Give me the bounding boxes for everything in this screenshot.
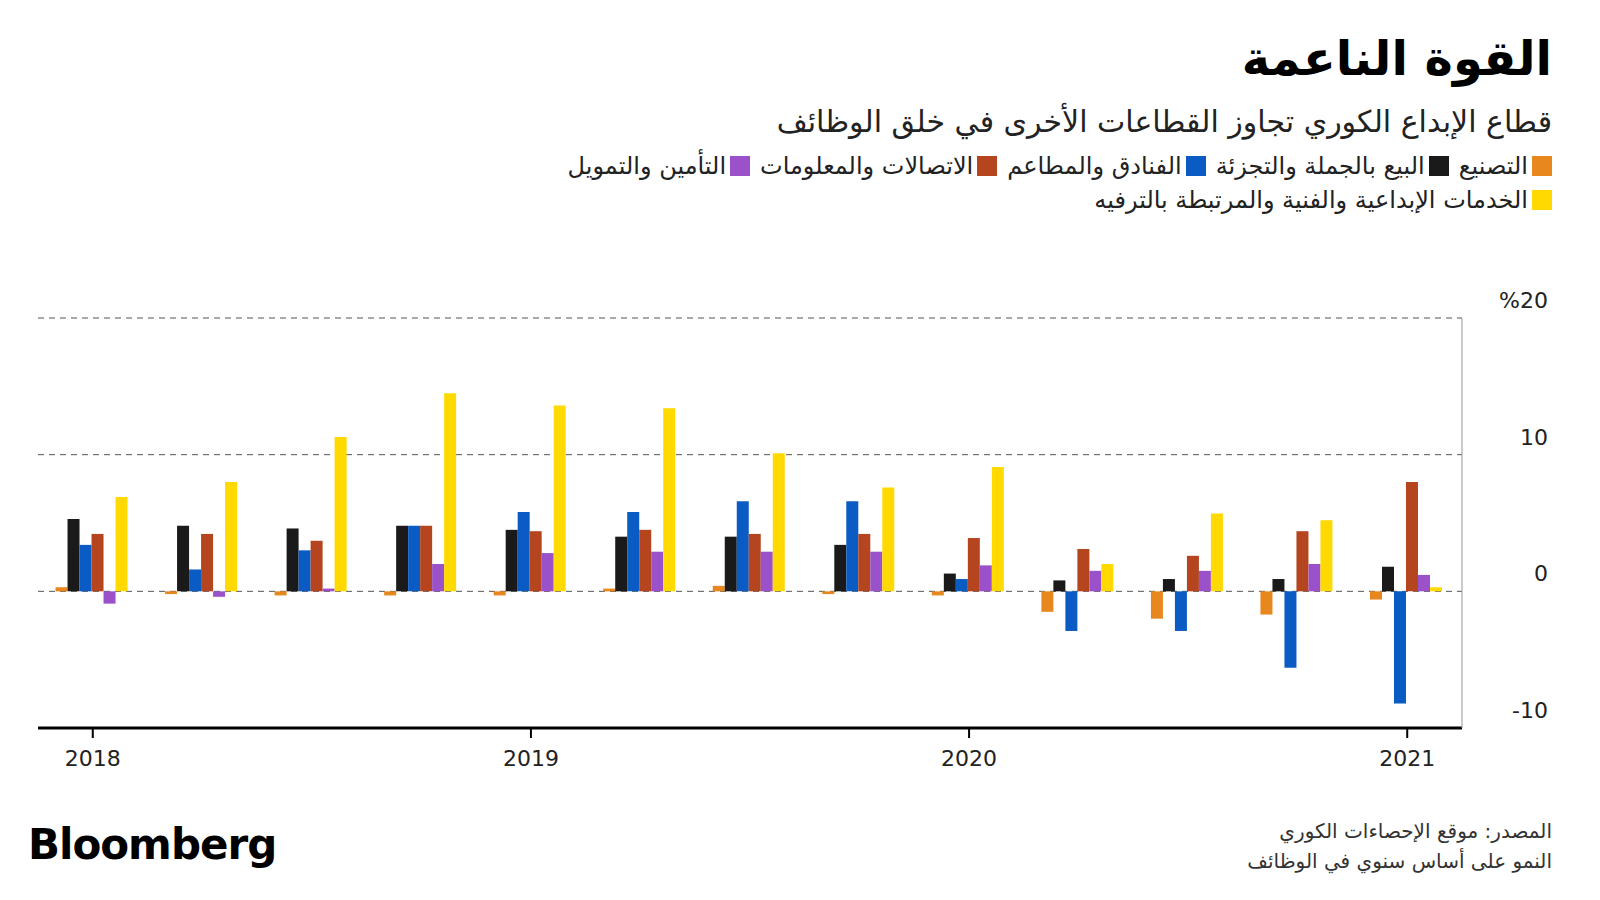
html-text:النمو على أساس سنوي في الوظائف: النمو على أساس سنوي في الوظائف [1247, 849, 1552, 873]
html-text:الخدمات الإبداعية والفنية والم: الخدمات الإبداعية والفنية والمرتبطة بالت… [1094, 186, 1528, 214]
html-text:التأمين والتمويل: التأمين والتمويل [567, 152, 727, 180]
svg-text:%20: %20 [1499, 288, 1548, 313]
svg-text:2019: 2019 [503, 746, 559, 771]
html-text:الفنادق والمطاعم: الفنادق والمطاعم [1007, 152, 1182, 180]
html-text:المصدر: موقع الإحصاءات الكوري: المصدر: موقع الإحصاءات الكوري [1279, 819, 1552, 843]
html-text:الاتصالات والمعلومات: الاتصالات والمعلومات [760, 152, 974, 180]
svg-text:2020: 2020 [941, 746, 997, 771]
svg-text:2021: 2021 [1379, 746, 1435, 771]
html-text:قطاع الإبداع الكوري تجاوز القط: قطاع الإبداع الكوري تجاوز القطاعات الأخر… [776, 104, 1552, 139]
html-text:البيع بالجملة والتجزئة: البيع بالجملة والتجزئة [1215, 152, 1425, 180]
svg-text:0: 0 [1534, 561, 1548, 586]
svg-text:-10: -10 [1512, 698, 1548, 723]
svg-text:10: 10 [1520, 425, 1548, 450]
svg-text:2018: 2018 [65, 746, 121, 771]
html-text:Bloomberg: Bloomberg [28, 820, 277, 869]
html-text:القوة الناعمة: القوة الناعمة [1241, 30, 1552, 86]
html-text:التصنيع: التصنيع [1458, 152, 1528, 180]
